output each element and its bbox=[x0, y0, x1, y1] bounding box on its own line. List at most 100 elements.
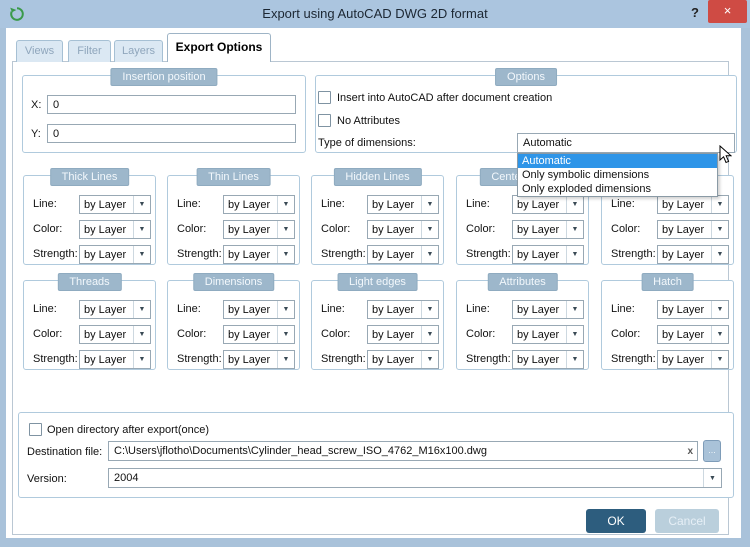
combobox-value: by Layer bbox=[517, 198, 560, 211]
chevron-down-icon: ▼ bbox=[421, 301, 438, 318]
destination-file-input[interactable]: C:\Users\jflotho\Documents\Cylinder_head… bbox=[108, 441, 698, 461]
layer-combobox[interactable]: by Layer ▼ bbox=[657, 220, 729, 239]
window-border-right bbox=[741, 28, 750, 547]
layer-combobox[interactable]: by Layer ▼ bbox=[223, 350, 295, 369]
dropdown-option[interactable]: Only symbolic dimensions bbox=[522, 169, 650, 181]
combobox-value: by Layer bbox=[228, 353, 271, 366]
layer-combobox[interactable]: by Layer ▼ bbox=[657, 245, 729, 264]
layer-combobox[interactable]: by Layer ▼ bbox=[657, 195, 729, 214]
layer-combobox[interactable]: by Layer ▼ bbox=[512, 245, 584, 264]
layer-combobox[interactable]: by Layer ▼ bbox=[657, 350, 729, 369]
type-of-dimensions-combobox[interactable]: Automatic ▼ bbox=[517, 133, 735, 153]
open-directory-checkbox[interactable] bbox=[29, 423, 42, 436]
chevron-down-icon: ▼ bbox=[566, 196, 583, 213]
dropdown-option[interactable]: Automatic bbox=[518, 154, 717, 168]
line-style-group: Threads Line: by Layer ▼ Color: by Layer ▼ Stre… bbox=[23, 273, 156, 370]
property-label: Line: bbox=[177, 303, 201, 315]
combobox-value: by Layer bbox=[228, 223, 271, 236]
combobox-value: by Layer bbox=[84, 223, 127, 236]
type-of-dimensions-dropdown: Automatic Only symbolic dimensions Only ex… bbox=[517, 153, 718, 197]
combobox-value: by Layer bbox=[517, 303, 560, 316]
combobox-value: by Layer bbox=[662, 248, 705, 261]
layer-combobox[interactable]: by Layer ▼ bbox=[223, 220, 295, 239]
combobox-value: by Layer bbox=[228, 328, 271, 341]
chevron-down-icon: ▼ bbox=[421, 246, 438, 263]
combobox-value: by Layer bbox=[517, 223, 560, 236]
property-label: Line: bbox=[611, 198, 635, 210]
property-label: Line: bbox=[321, 198, 345, 210]
combobox-value: by Layer bbox=[228, 303, 271, 316]
line-style-group: Light edges Line: by Layer ▼ Color: by Layer ▼… bbox=[311, 273, 444, 370]
combobox-value: by Layer bbox=[84, 198, 127, 211]
no-attributes-label: No Attributes bbox=[337, 115, 400, 127]
group-title-insertion-position: Insertion position bbox=[110, 68, 218, 86]
combobox-value: by Layer bbox=[662, 353, 705, 366]
layer-combobox[interactable]: by Layer ▼ bbox=[223, 245, 295, 264]
insert-into-autocad-checkbox[interactable] bbox=[318, 91, 331, 104]
clear-icon[interactable]: x bbox=[687, 445, 693, 457]
chevron-down-icon: ▼ bbox=[133, 351, 150, 368]
layer-combobox[interactable]: by Layer ▼ bbox=[367, 350, 439, 369]
ok-button[interactable]: OK bbox=[586, 509, 646, 533]
property-label: Line: bbox=[321, 303, 345, 315]
layer-combobox[interactable]: by Layer ▼ bbox=[79, 300, 151, 319]
combobox-value: by Layer bbox=[228, 248, 271, 261]
layer-combobox[interactable]: by Layer ▼ bbox=[79, 195, 151, 214]
combobox-value: Automatic bbox=[523, 137, 572, 149]
line-style-group: Dimensions Line: by Layer ▼ Color: by Layer ▼ S… bbox=[167, 273, 300, 370]
window-border-left bbox=[0, 28, 6, 547]
dropdown-option[interactable]: Only exploded dimensions bbox=[522, 183, 652, 195]
version-combobox[interactable]: 2004 ▼ bbox=[108, 468, 722, 488]
layer-combobox[interactable]: by Layer ▼ bbox=[79, 325, 151, 344]
layer-combobox[interactable]: by Layer ▼ bbox=[223, 300, 295, 319]
layer-combobox[interactable]: by Layer ▼ bbox=[512, 195, 584, 214]
layer-combobox[interactable]: by Layer ▼ bbox=[367, 220, 439, 239]
chevron-down-icon: ▼ bbox=[133, 326, 150, 343]
mouse-cursor bbox=[719, 144, 733, 169]
combobox-value: by Layer bbox=[662, 303, 705, 316]
layer-combobox[interactable]: by Layer ▼ bbox=[512, 325, 584, 344]
property-label: Line: bbox=[466, 198, 490, 210]
layer-combobox[interactable]: by Layer ▼ bbox=[79, 220, 151, 239]
insert-into-autocad-label: Insert into AutoCAD after document creat… bbox=[337, 92, 553, 104]
help-button[interactable]: ? bbox=[691, 5, 699, 20]
window-title: Export using AutoCAD DWG 2D format bbox=[262, 6, 488, 21]
layer-combobox[interactable]: by Layer ▼ bbox=[657, 325, 729, 344]
chevron-down-icon: ▼ bbox=[133, 246, 150, 263]
layer-combobox[interactable]: by Layer ▼ bbox=[367, 325, 439, 344]
layer-combobox[interactable]: by Layer ▼ bbox=[367, 195, 439, 214]
x-input[interactable] bbox=[47, 95, 296, 114]
tab-views[interactable]: Views bbox=[16, 40, 63, 62]
chevron-down-icon: ▼ bbox=[711, 221, 728, 238]
layer-combobox[interactable]: by Layer ▼ bbox=[512, 220, 584, 239]
layer-combobox[interactable]: by Layer ▼ bbox=[657, 300, 729, 319]
layer-combobox[interactable]: by Layer ▼ bbox=[223, 325, 295, 344]
no-attributes-checkbox[interactable] bbox=[318, 114, 331, 127]
layer-combobox[interactable]: by Layer ▼ bbox=[79, 350, 151, 369]
layer-combobox[interactable]: by Layer ▼ bbox=[223, 195, 295, 214]
tab-layers[interactable]: Layers bbox=[114, 40, 163, 62]
property-label: Strength: bbox=[611, 248, 656, 260]
layer-combobox[interactable]: by Layer ▼ bbox=[512, 350, 584, 369]
tab-export-options[interactable]: Export Options bbox=[167, 33, 271, 62]
property-label: Color: bbox=[177, 328, 207, 340]
combobox-value: by Layer bbox=[662, 328, 705, 341]
property-label: Color: bbox=[466, 328, 496, 340]
layer-combobox[interactable]: by Layer ▼ bbox=[512, 300, 584, 319]
layer-combobox[interactable]: by Layer ▼ bbox=[367, 245, 439, 264]
browse-button[interactable]: ... bbox=[703, 440, 721, 462]
layer-combobox[interactable]: by Layer ▼ bbox=[79, 245, 151, 264]
close-button[interactable]: × bbox=[708, 0, 747, 23]
combobox-value: by Layer bbox=[517, 328, 560, 341]
layer-combobox[interactable]: by Layer ▼ bbox=[367, 300, 439, 319]
chevron-down-icon: ▼ bbox=[566, 246, 583, 263]
cancel-button[interactable]: Cancel bbox=[655, 509, 719, 533]
tab-filter[interactable]: Filter bbox=[68, 40, 111, 62]
chevron-down-icon: ▼ bbox=[277, 326, 294, 343]
chevron-down-icon: ▼ bbox=[421, 221, 438, 238]
y-input[interactable] bbox=[47, 124, 296, 143]
property-label: Line: bbox=[611, 303, 635, 315]
property-label: Line: bbox=[33, 303, 57, 315]
chevron-down-icon: ▼ bbox=[133, 196, 150, 213]
group-title: Hatch bbox=[641, 273, 694, 291]
